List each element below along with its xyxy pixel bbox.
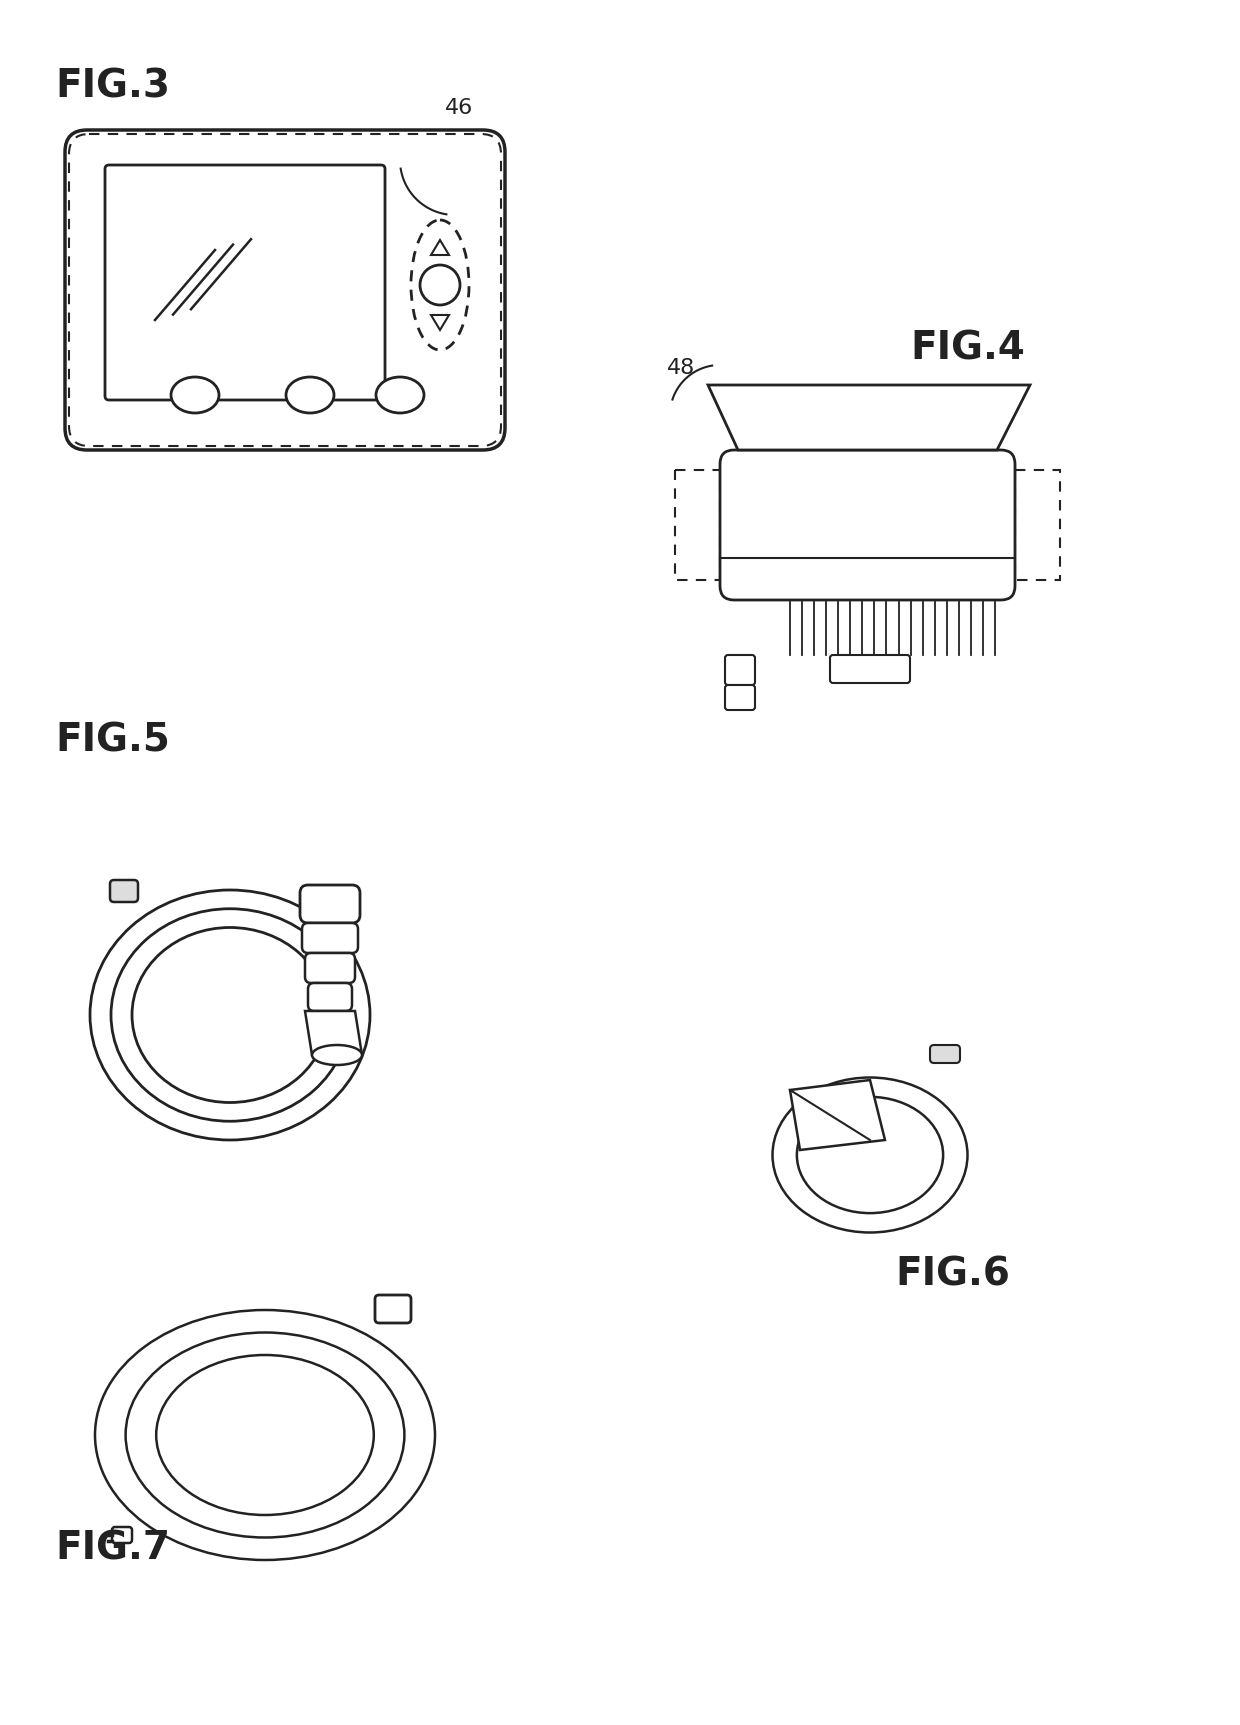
Ellipse shape	[286, 378, 334, 412]
FancyBboxPatch shape	[725, 656, 755, 685]
Ellipse shape	[410, 221, 469, 350]
FancyBboxPatch shape	[105, 166, 384, 400]
Polygon shape	[790, 1080, 885, 1151]
Ellipse shape	[312, 1045, 362, 1064]
FancyBboxPatch shape	[725, 685, 755, 711]
Text: 48: 48	[667, 359, 694, 378]
FancyBboxPatch shape	[308, 983, 352, 1011]
Ellipse shape	[376, 378, 424, 412]
FancyBboxPatch shape	[303, 923, 358, 952]
FancyBboxPatch shape	[110, 880, 138, 902]
Text: FIG.3: FIG.3	[55, 67, 170, 105]
FancyBboxPatch shape	[930, 1045, 960, 1063]
FancyBboxPatch shape	[374, 1295, 410, 1323]
Polygon shape	[675, 469, 720, 580]
FancyBboxPatch shape	[720, 450, 1016, 600]
Polygon shape	[708, 385, 1030, 450]
Text: FIG.4: FIG.4	[910, 329, 1025, 367]
FancyBboxPatch shape	[830, 656, 910, 683]
FancyBboxPatch shape	[305, 952, 355, 983]
Ellipse shape	[171, 378, 219, 412]
Polygon shape	[1016, 469, 1060, 580]
Text: 46: 46	[445, 98, 474, 117]
FancyBboxPatch shape	[112, 1527, 131, 1542]
FancyBboxPatch shape	[64, 129, 505, 450]
Polygon shape	[305, 1011, 362, 1056]
FancyBboxPatch shape	[300, 885, 360, 923]
Text: FIG.6: FIG.6	[895, 1256, 1009, 1294]
Text: FIG.5: FIG.5	[55, 723, 170, 761]
Text: FIG.7: FIG.7	[55, 1530, 170, 1568]
